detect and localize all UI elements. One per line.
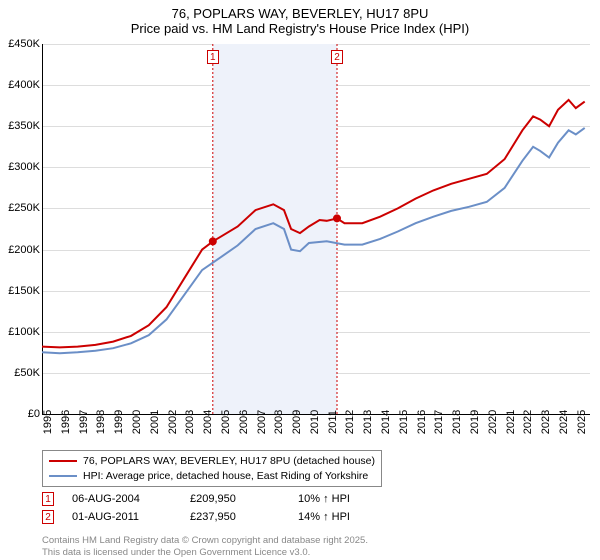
legend-swatch [49, 475, 77, 477]
y-tick-label: £300K [8, 161, 40, 173]
x-tick-label: 2017 [433, 410, 445, 434]
x-tick-label: 2016 [416, 410, 428, 434]
x-tick-label: 2012 [344, 410, 356, 434]
x-tick-label: 2022 [522, 410, 534, 434]
chart-title: 76, POPLARS WAY, BEVERLEY, HU17 8PU Pric… [0, 0, 600, 36]
legend-swatch [49, 460, 77, 462]
x-tick-label: 2007 [256, 410, 268, 434]
legend-label: 76, POPLARS WAY, BEVERLEY, HU17 8PU (det… [83, 454, 375, 469]
x-tick-label: 2011 [327, 410, 339, 434]
x-tick-label: 2020 [487, 410, 499, 434]
x-tick-label: 2023 [540, 410, 552, 434]
x-tick-label: 2001 [149, 410, 161, 434]
y-tick-label: £150K [8, 285, 40, 297]
legend: 76, POPLARS WAY, BEVERLEY, HU17 8PU (det… [42, 450, 382, 487]
event-price: £237,950 [190, 511, 280, 523]
x-tick-label: 2019 [469, 410, 481, 434]
legend-item: 76, POPLARS WAY, BEVERLEY, HU17 8PU (det… [49, 454, 375, 469]
event-pct: 14% ↑ HPI [298, 511, 398, 523]
footer-line2: This data is licensed under the Open Gov… [42, 547, 368, 558]
y-tick-label: £100K [8, 326, 40, 338]
footer-attribution: Contains HM Land Registry data © Crown c… [42, 535, 368, 558]
y-axis: £0£50K£100K£150K£200K£250K£300K£350K£400… [0, 44, 42, 414]
x-tick-label: 1999 [113, 410, 125, 434]
title-subtitle: Price paid vs. HM Land Registry's House … [0, 21, 600, 36]
x-tick-label: 2000 [131, 410, 143, 434]
legend-label: HPI: Average price, detached house, East… [83, 469, 368, 484]
legend-item: HPI: Average price, detached house, East… [49, 469, 375, 484]
event-date: 01-AUG-2011 [72, 511, 172, 523]
x-tick-label: 2013 [362, 410, 374, 434]
x-tick-label: 2006 [238, 410, 250, 434]
x-tick-label: 2004 [202, 410, 214, 434]
y-tick-label: £200K [8, 244, 40, 256]
y-tick-label: £50K [14, 367, 40, 379]
x-tick-label: 2010 [309, 410, 321, 434]
events-table: 1 06-AUG-2004 £209,950 10% ↑ HPI 2 01-AUG-201… [42, 492, 398, 528]
x-tick-label: 2014 [380, 410, 392, 434]
title-address: 76, POPLARS WAY, BEVERLEY, HU17 8PU [0, 6, 600, 21]
x-tick-label: 2005 [220, 410, 232, 434]
event-date: 06-AUG-2004 [72, 493, 172, 505]
x-tick-label: 2018 [451, 410, 463, 434]
x-tick-label: 2024 [558, 410, 570, 434]
x-tick-label: 2008 [273, 410, 285, 434]
event-row: 1 06-AUG-2004 £209,950 10% ↑ HPI [42, 492, 398, 506]
x-tick-label: 2009 [291, 410, 303, 434]
y-tick-label: £0 [28, 408, 40, 420]
y-tick-label: £250K [8, 202, 40, 214]
x-tick-label: 2021 [505, 410, 517, 434]
event-price: £209,950 [190, 493, 280, 505]
x-tick-label: 2003 [184, 410, 196, 434]
y-tick-label: £350K [8, 120, 40, 132]
event-row: 2 01-AUG-2011 £237,950 14% ↑ HPI [42, 510, 398, 524]
x-tick-label: 1997 [78, 410, 90, 434]
event-pct: 10% ↑ HPI [298, 493, 398, 505]
y-tick-label: £450K [8, 38, 40, 50]
footer-line1: Contains HM Land Registry data © Crown c… [42, 535, 368, 546]
x-tick-label: 1998 [95, 410, 107, 434]
event-marker-1: 1 [207, 50, 219, 64]
chart-container: 76, POPLARS WAY, BEVERLEY, HU17 8PU Pric… [0, 0, 600, 560]
event-num: 2 [42, 510, 54, 524]
x-tick-label: 2015 [398, 410, 410, 434]
x-tick-label: 2002 [167, 410, 179, 434]
x-tick-label: 1996 [60, 410, 72, 434]
x-tick-label: 2025 [576, 410, 588, 434]
event-marker-2: 2 [331, 50, 343, 64]
x-tick-label: 1995 [42, 410, 54, 434]
plot-svg [42, 44, 590, 414]
y-tick-label: £400K [8, 79, 40, 91]
event-num: 1 [42, 492, 54, 506]
plot-area: 12 [42, 44, 590, 414]
